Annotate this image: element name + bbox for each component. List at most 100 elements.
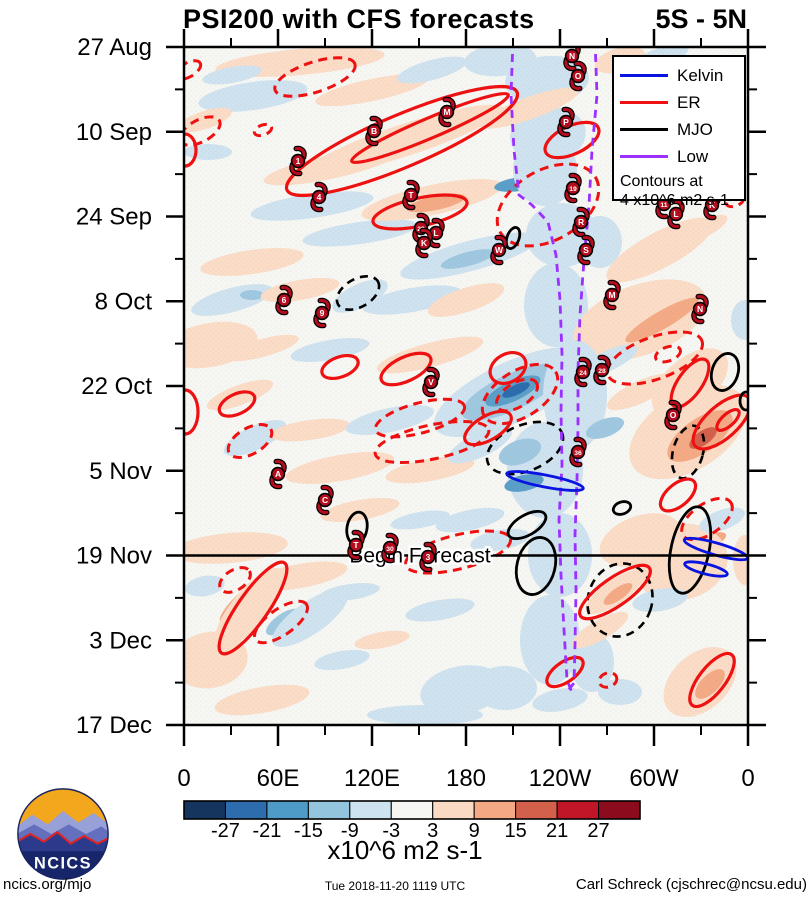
low-pressure-track-dashed <box>509 47 575 696</box>
colorbar-cell <box>266 800 309 820</box>
colorbar-tick-label: -21 <box>252 820 281 842</box>
x-axis-longitude-label: 120W <box>529 765 592 792</box>
cyclone-arm <box>656 206 668 219</box>
tropical-cyclone-symbol: O <box>664 399 682 431</box>
cyclone-eye <box>575 364 591 380</box>
tropical-cyclone-symbol: W <box>490 234 508 266</box>
cyclone-storm-id: P <box>563 117 569 127</box>
er-wave-contour-solid <box>658 477 698 513</box>
cyclone-storm-id: O <box>575 71 582 81</box>
tropical-cyclone-symbol: N <box>563 47 581 72</box>
tropical-cyclone-symbol: 19 <box>564 172 582 204</box>
er-wave-contour-solid <box>284 85 520 197</box>
cyclone-arm <box>352 530 364 543</box>
tropical-cyclone-symbol: P <box>557 106 575 138</box>
er-wave-contour-dashed <box>373 397 467 439</box>
cyclone-arm <box>424 542 436 555</box>
cyclone-eye <box>570 444 586 460</box>
cyclone-eye <box>348 537 364 553</box>
tropical-cyclone-symbol: L <box>667 198 685 230</box>
cyclone-eye <box>416 235 432 251</box>
cyclone-eye <box>578 242 594 258</box>
tropical-cyclone-symbol: 1 <box>289 145 307 177</box>
cyclone-storm-id: V <box>428 377 434 387</box>
cyclone-eye <box>290 153 306 169</box>
cyclone-arm <box>668 216 680 229</box>
cyclone-arm <box>382 550 394 563</box>
er-wave-contour-dashed <box>494 377 540 413</box>
cyclone-arm <box>704 207 716 220</box>
cyclone-eye <box>570 68 586 84</box>
er-wave-contour-dashed <box>184 115 222 147</box>
mjo-contour-solid <box>506 509 548 541</box>
cyclone-storm-id: K <box>709 200 716 210</box>
cyclone-storm-id: 6 <box>282 295 287 305</box>
legend-item-label: Low <box>677 146 709 166</box>
cyclone-storm-id: B <box>371 126 377 136</box>
cyclone-arm <box>574 61 586 74</box>
er-wave-contour-dashed <box>373 419 491 465</box>
tropical-cyclone-symbol: 28 <box>593 354 611 386</box>
er-wave-contour-dashed <box>253 599 309 645</box>
cyclone-arm <box>294 146 306 159</box>
cyclone-storm-id: T <box>408 190 414 200</box>
cyclone-eye <box>692 301 708 317</box>
cyclone-eye <box>665 407 681 423</box>
cyclone-eye <box>420 549 436 565</box>
tropical-cyclone-symbol: S <box>577 234 595 266</box>
cyclone-eye <box>491 242 507 258</box>
colorbar-tick-label: -3 <box>382 820 400 842</box>
cyclone-eye <box>403 187 419 203</box>
cyclone-arm <box>348 547 360 560</box>
legend-item-kelvin: Kelvin <box>620 62 740 89</box>
cyclone-eye <box>604 287 620 303</box>
er-wave-contour-solid <box>217 390 257 418</box>
cyclone-storm-id: L <box>673 209 678 219</box>
cyclone-eye <box>276 292 292 308</box>
colorbar-units-label: x10^6 m2 s-1 <box>327 835 483 865</box>
x-axis-longitude-label: 0 <box>177 765 190 792</box>
er-wave-contour-dashed <box>252 122 274 138</box>
cyclone-eye <box>366 123 382 139</box>
tropical-cyclone-symbol: N <box>691 293 709 325</box>
cyclone-storm-id: 9 <box>320 308 325 318</box>
colorbar-tick-label: 3 <box>427 820 438 842</box>
logo-text: NCICS <box>34 855 92 873</box>
cyclone-arm <box>577 207 589 220</box>
cyclone-storm-id: N <box>697 304 703 314</box>
cyclone-storm-id: 11 <box>660 202 667 209</box>
cyclone-arm <box>427 367 439 380</box>
cyclone-arm <box>570 454 582 467</box>
tropical-cyclone-symbol: B <box>365 115 383 147</box>
tropical-cyclone-symbol: R <box>572 206 590 238</box>
mjo-contour-solid <box>738 390 748 412</box>
colorbar-cell <box>598 800 641 820</box>
cyclone-eye <box>270 466 286 482</box>
legend: Kelvin ER MJO Low Contours at 4 x10^6 m2 s-… <box>612 55 746 209</box>
cyclone-arm <box>280 285 292 298</box>
cyclone-storm-id: 19 <box>569 186 577 193</box>
y-axis-date-label: 10 Sep <box>76 119 152 146</box>
er-wave-contour-dashed <box>597 671 619 689</box>
cyclone-arm <box>416 245 428 258</box>
cyclone-eye <box>317 492 333 508</box>
cyclone-arm <box>321 485 333 498</box>
er-wave-contour-dashed <box>403 529 513 575</box>
y-axis-date-label: 22 Oct <box>81 373 152 400</box>
er-wave-contour-dashed <box>226 423 274 459</box>
tropical-cyclone-symbol: M <box>438 96 456 128</box>
cyclone-storm-id: 1 <box>296 156 301 166</box>
cyclone-arm <box>578 252 590 265</box>
cyclone-arm <box>672 199 684 212</box>
er-wave-contour-dashed <box>605 330 705 386</box>
cyclone-arm <box>270 476 282 489</box>
cyclone-arm <box>495 235 507 248</box>
latitude-band-label: 5S - 5N <box>655 4 747 34</box>
cyclone-arm <box>604 297 616 310</box>
cyclone-storm-id: 36 <box>574 450 582 457</box>
colorbar-tick-label: 27 <box>587 820 609 842</box>
legend-rows: Kelvin ER MJO Low <box>620 62 740 170</box>
legend-item-er: ER <box>620 89 740 116</box>
tropical-cyclone-symbol: O <box>569 60 587 92</box>
